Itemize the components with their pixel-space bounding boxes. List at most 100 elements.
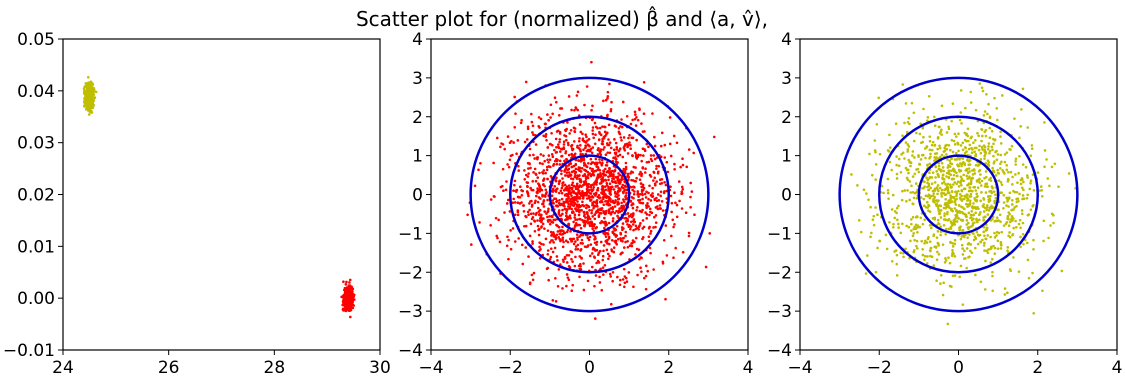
- scatter-point: [890, 260, 894, 263]
- scatter-point: [86, 75, 90, 79]
- scatter-point: [530, 203, 534, 207]
- scatter-point: [576, 144, 579, 148]
- scatter-point: [570, 201, 574, 205]
- scatter-point: [926, 116, 930, 119]
- scatter-point: [629, 227, 632, 231]
- scatter-point: [963, 151, 967, 155]
- scatter-point: [632, 285, 635, 289]
- scatter-point: [658, 207, 662, 210]
- scatter-point: [988, 115, 992, 119]
- scatter-point: [939, 225, 942, 229]
- scatter-point: [936, 184, 940, 187]
- scatter-point: [907, 225, 911, 229]
- scatter-point: [556, 143, 560, 146]
- scatter-point: [944, 233, 948, 236]
- scatter-point: [628, 134, 631, 137]
- scatter-point: [942, 150, 946, 153]
- scatter-point: [569, 129, 573, 132]
- scatter-point: [628, 244, 632, 247]
- scatter-point: [984, 128, 988, 132]
- scatter-point: [590, 60, 593, 64]
- scatter-point: [549, 174, 553, 178]
- scatter-point: [578, 137, 581, 140]
- scatter-point: [872, 223, 876, 227]
- scatter-point: [84, 82, 88, 85]
- scatter-point: [957, 204, 961, 207]
- scatter-point: [956, 180, 960, 184]
- scatter-point: [583, 168, 586, 172]
- scatter-point: [975, 218, 978, 222]
- scatter-point: [991, 270, 994, 274]
- scatter-point: [693, 213, 696, 217]
- scatter-point: [570, 289, 574, 293]
- scatter-point: [550, 215, 554, 219]
- scatter-point: [640, 270, 643, 273]
- scatter-point: [949, 196, 953, 199]
- scatter-point: [937, 175, 940, 179]
- scatter-point: [636, 193, 639, 196]
- scatter-point: [576, 194, 579, 198]
- scatter-point: [469, 243, 473, 246]
- scatter-point: [910, 218, 913, 221]
- scatter-point: [552, 241, 555, 244]
- scatter-point: [895, 163, 898, 167]
- scatter-point: [941, 173, 945, 177]
- scatter-point: [897, 226, 900, 229]
- scatter-point: [514, 189, 517, 193]
- scatter-point: [578, 210, 581, 214]
- scatter-point: [555, 233, 559, 237]
- scatter-point: [590, 211, 593, 215]
- scatter-point: [591, 126, 595, 129]
- scatter-point: [633, 117, 637, 121]
- scatter-point: [533, 229, 537, 233]
- scatter-point: [546, 113, 549, 116]
- scatter-point: [505, 202, 509, 205]
- scatter-point: [578, 123, 582, 126]
- scatter-point: [1002, 224, 1006, 227]
- scatter-point: [641, 166, 645, 169]
- scatter-point: [996, 208, 999, 212]
- scatter-point: [513, 201, 517, 204]
- scatter-point: [940, 104, 944, 108]
- scatter-point: [613, 211, 617, 215]
- scatter-point: [927, 203, 930, 207]
- scatter-point: [902, 251, 905, 255]
- scatter-point: [965, 266, 968, 270]
- scatter-point: [565, 157, 568, 161]
- scatter-point: [908, 160, 912, 164]
- scatter-point: [605, 184, 609, 187]
- scatter-point: [936, 241, 940, 245]
- scatter-point: [966, 134, 970, 138]
- scatter-point: [589, 220, 592, 224]
- scatter-point: [603, 226, 606, 230]
- scatter-point: [588, 149, 592, 153]
- scatter-point: [1011, 233, 1014, 237]
- scatter-point: [1019, 182, 1023, 186]
- scatter-point: [884, 233, 888, 237]
- scatter-point: [608, 141, 612, 144]
- y-tick-label: 0.04: [17, 82, 55, 102]
- scatter-point: [542, 169, 546, 172]
- scatter-point: [346, 292, 349, 295]
- scatter-point: [993, 246, 997, 250]
- scatter-point: [963, 249, 966, 253]
- scatter-point: [578, 166, 582, 170]
- plot-area: [466, 60, 716, 320]
- scatter-point: [594, 268, 597, 272]
- scatter-point: [669, 154, 673, 158]
- scatter-point: [609, 302, 613, 306]
- scatter-point: [90, 86, 93, 89]
- scatter-point: [628, 224, 631, 227]
- scatter-point: [611, 210, 615, 213]
- scatter-point: [612, 201, 616, 205]
- scatter-point: [960, 164, 963, 168]
- scatter-point: [590, 108, 593, 112]
- scatter-point: [595, 183, 598, 186]
- scatter-point: [547, 154, 551, 157]
- plot-area: [82, 75, 356, 319]
- scatter-point: [984, 152, 987, 156]
- scatter-point: [934, 158, 938, 161]
- scatter-point: [557, 212, 561, 216]
- scatter-point: [584, 180, 587, 183]
- scatter-point: [603, 146, 606, 149]
